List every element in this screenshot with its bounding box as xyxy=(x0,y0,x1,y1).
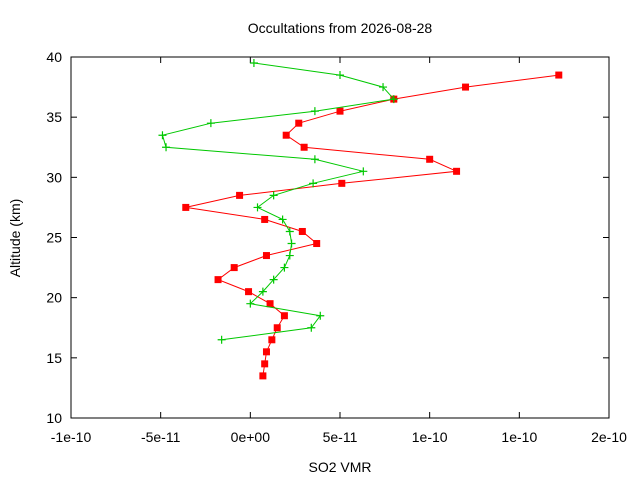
data-point xyxy=(336,71,344,80)
data-point xyxy=(261,360,269,368)
data-point xyxy=(298,227,306,235)
data-point xyxy=(278,215,287,224)
data-point xyxy=(338,179,346,187)
x-tick-label: -5e-11 xyxy=(141,429,181,445)
data-point xyxy=(336,107,344,115)
data-point xyxy=(359,167,368,176)
data-point xyxy=(300,143,308,151)
data-point xyxy=(282,131,290,139)
data-point xyxy=(295,119,303,127)
y-tick-label: 35 xyxy=(46,109,62,125)
x-tick-label: 1e-10 xyxy=(501,429,537,445)
plot-area xyxy=(158,59,563,380)
chart-title: Occultations from 2026-08-28 xyxy=(248,20,433,36)
data-point xyxy=(230,264,238,272)
data-point xyxy=(309,179,318,188)
data-point xyxy=(307,323,316,332)
data-point xyxy=(268,336,276,344)
x-tick-label: 5e-11 xyxy=(323,429,358,445)
series-line xyxy=(185,74,559,376)
data-point xyxy=(285,227,294,236)
data-point xyxy=(273,324,281,332)
data-point xyxy=(262,348,270,356)
data-point xyxy=(379,83,388,92)
data-point xyxy=(316,311,325,320)
data-point xyxy=(258,287,267,296)
data-point xyxy=(280,312,288,320)
y-tick-label: 40 xyxy=(46,49,62,65)
y-tick-label: 10 xyxy=(46,410,62,426)
x-tick-label: 2e-10 xyxy=(591,429,627,445)
data-point xyxy=(217,335,226,344)
x-tick-label: 0e+00 xyxy=(231,429,271,445)
x-axis-label: SO2 VMR xyxy=(308,459,371,475)
x-tick-label: 1e-10 xyxy=(412,429,448,445)
y-tick-label: 15 xyxy=(46,350,62,366)
data-point xyxy=(310,155,319,164)
y-tick-label: 20 xyxy=(46,290,62,306)
y-tick-label: 30 xyxy=(46,169,62,185)
data-point xyxy=(206,119,215,128)
data-point xyxy=(249,59,258,68)
data-point xyxy=(287,239,296,248)
data-point xyxy=(555,71,563,79)
data-point xyxy=(253,203,262,212)
data-point xyxy=(214,276,222,284)
data-point xyxy=(389,95,398,104)
series-line xyxy=(161,62,395,341)
data-point xyxy=(280,263,289,272)
data-point xyxy=(266,300,274,308)
data-point xyxy=(236,191,244,199)
data-point xyxy=(426,155,434,163)
data-point xyxy=(462,83,470,91)
series-1 xyxy=(182,71,563,380)
series-2 xyxy=(158,59,398,344)
y-axis-label: Altitude (km) xyxy=(7,199,23,278)
data-point xyxy=(162,143,171,152)
data-point xyxy=(182,203,190,211)
x-tick-label: -1e-10 xyxy=(51,429,92,445)
data-point xyxy=(269,191,278,200)
data-point xyxy=(269,275,278,284)
data-point xyxy=(158,131,167,140)
data-point xyxy=(261,215,269,223)
data-point xyxy=(259,372,267,380)
axes: -1e-10 -5e-11 0e+00 5e-11 1e-10 1e-10 2e-10 10 1… xyxy=(46,49,627,445)
data-point xyxy=(285,251,294,260)
data-point xyxy=(262,252,270,260)
data-point xyxy=(310,107,319,116)
data-point xyxy=(313,240,321,248)
y-tick-label: 25 xyxy=(46,230,62,246)
data-point xyxy=(453,167,461,175)
data-point xyxy=(245,288,253,296)
data-point xyxy=(246,299,255,308)
